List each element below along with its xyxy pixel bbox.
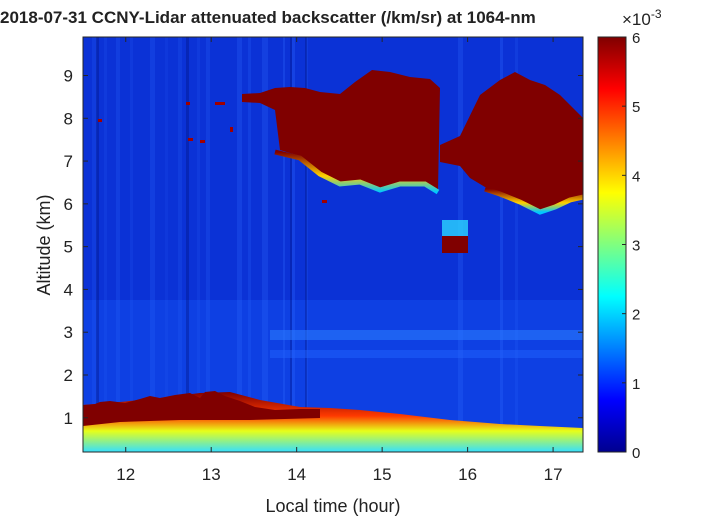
plot-frame: [82, 36, 584, 453]
boundary-layer-top: [83, 391, 320, 426]
cloud-fragment: [442, 236, 468, 253]
colorbar-tick-label: 3: [632, 238, 640, 255]
dark-streak: [186, 37, 189, 452]
x-tick-label: 15: [373, 465, 392, 484]
small-cloud-specks: [98, 102, 327, 203]
colorbar-axis: 0 1 2 3 4 5 6: [622, 30, 640, 462]
colorbar-exponent-base: ×10: [622, 10, 651, 29]
colorbar-tick-label: 0: [632, 445, 640, 462]
signal-streak: [92, 37, 97, 452]
cloud-fragment-edge: [442, 220, 468, 236]
colorbar-tick-label: 1: [632, 376, 640, 393]
colorbar-exponent: ×10-3: [622, 7, 662, 29]
y-axis: 1 2 3 4 5 6 7 8 9: [64, 67, 583, 428]
signal-streak: [500, 37, 503, 452]
cloud-layer-2: [440, 72, 583, 210]
plot-area: [83, 37, 583, 452]
signal-streak: [116, 37, 120, 452]
y-tick-label: 9: [64, 67, 73, 86]
colorbar-tick-label: 5: [632, 99, 640, 116]
dark-streak: [305, 37, 307, 452]
colorbar-tick-label: 4: [632, 168, 640, 185]
y-tick-label: 8: [64, 109, 73, 128]
signal-streak: [292, 37, 295, 452]
y-tick-label: 7: [64, 152, 73, 171]
signal-streak: [178, 37, 182, 452]
y-tick-label: 2: [64, 366, 73, 385]
x-tick-label: 16: [458, 465, 477, 484]
y-tick-label: 6: [64, 195, 73, 214]
signal-streak: [197, 37, 200, 452]
signal-streak: [206, 37, 210, 452]
colorbar-tick-label: 6: [632, 30, 640, 47]
cloud-layer-2-base: [484, 186, 583, 215]
colorbar-tick-label: 2: [632, 307, 640, 324]
y-tick-label: 4: [64, 280, 73, 299]
x-tick-label: 17: [544, 465, 563, 484]
x-tick-label: 14: [287, 465, 306, 484]
x-axis: 12 13 14 15 16 17: [116, 37, 563, 484]
signal-streak: [165, 37, 168, 452]
x-axis-label: Local time (hour): [265, 496, 400, 516]
dark-streak: [290, 37, 292, 452]
y-axis-label: Altitude (km): [34, 194, 54, 295]
y-tick-label: 1: [64, 409, 73, 428]
signal-streak: [237, 37, 242, 452]
signal-streak: [104, 37, 107, 452]
y-tick-label: 3: [64, 323, 73, 342]
signal-streak: [262, 37, 268, 452]
signal-streak: [130, 37, 133, 452]
signal-streak: [248, 37, 251, 452]
y-tick-label: 5: [64, 238, 73, 257]
x-tick-label: 12: [116, 465, 135, 484]
x-tick-label: 13: [202, 465, 221, 484]
colorbar-exponent-power: -3: [651, 7, 662, 21]
signal-streak: [306, 37, 308, 452]
colorbar: [597, 36, 627, 453]
signal-streak: [515, 37, 518, 452]
dark-streak: [96, 37, 99, 452]
signal-streak: [150, 37, 155, 452]
cloud-layer-1: [242, 70, 440, 190]
aerosol-layer: [270, 330, 583, 358]
signal-streak: [283, 37, 285, 452]
cloud-layer-1-base: [274, 149, 440, 195]
chart-title: 2018-07-31 CCNY-Lidar attenuated backsca…: [0, 8, 536, 27]
